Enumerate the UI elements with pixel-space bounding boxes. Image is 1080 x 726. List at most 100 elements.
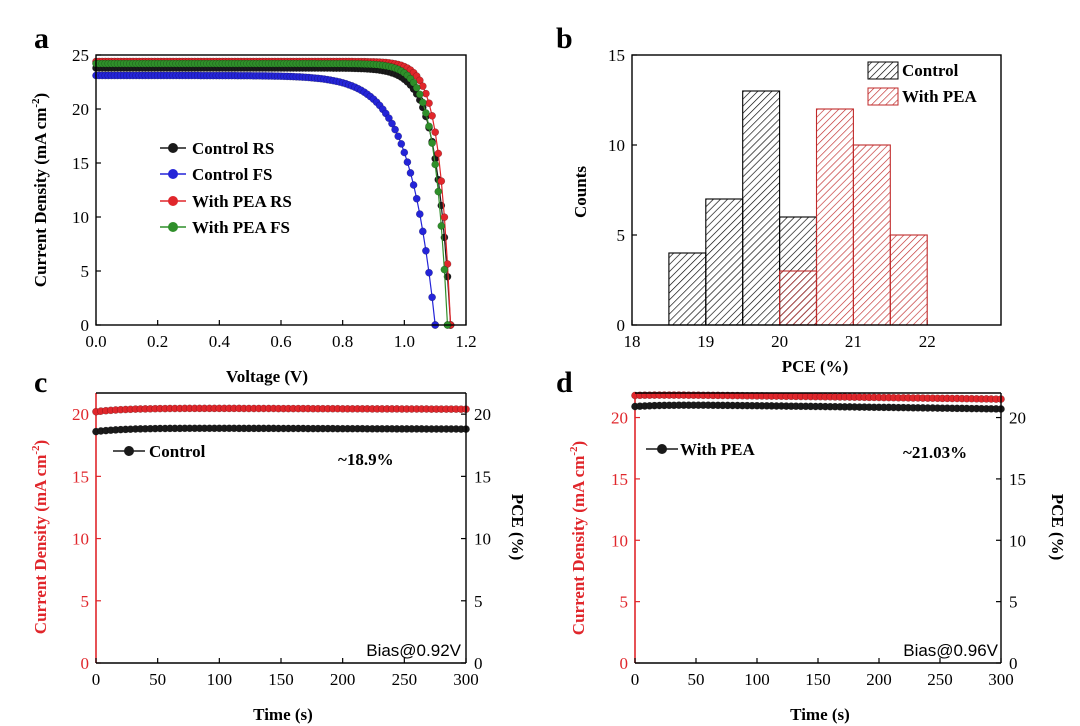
data-point [388,119,396,128]
left-y-tick-label: 5 [81,592,90,611]
data-point [428,293,436,302]
x-tick-label: 100 [207,670,233,689]
legend-swatch-control [867,61,899,80]
legend-label-control: Control [149,442,206,461]
right-y-tick-label: 20 [1009,409,1026,428]
y-tick-label: 0 [617,316,626,335]
x-tick-label: 1.0 [394,332,415,351]
x-tick-label: 50 [149,670,166,689]
right-y-tick-label: 15 [474,467,491,486]
left-y-tick-label: 15 [611,470,628,489]
panel-d-x-axis-title: Time (s) [790,705,850,724]
right-y-tick-label: 10 [474,530,491,549]
data-point [425,268,433,277]
x-tick-label: 250 [392,670,418,689]
panel-b-letter: b [556,22,573,55]
y-tick-label: 0 [81,316,90,335]
histogram-bar [852,144,891,326]
x-tick-label: 50 [688,670,705,689]
x-tick-label: 19 [697,332,714,351]
legend-marker-dot [168,222,178,232]
y-tick-label: 25 [72,46,89,65]
panel-a: a 0.0 0.2 0.4 0.6 0.8 1.0 1.2 0 5 10 15 20 25 Voltag… [30,22,477,386]
panel-c-pce-annotation: ~18.9% [338,450,394,469]
left-y-tick-label: 15 [72,467,89,486]
panel-a-y-title-sup: -2 [30,98,42,108]
panel-a-y-axis-title: Current Density (mA cm-2) [30,93,50,287]
data-point [425,122,433,131]
panel-d-letter: d [556,366,573,399]
x-tick-label: 20 [771,332,788,351]
data-point [440,213,449,222]
legend-marker-dot [168,196,178,206]
panel-d-left-title-sup: -2 [568,446,580,456]
data-point [403,158,412,166]
left-y-tick-label: 0 [81,654,90,673]
legend-entry-pea-fs: With PEA FS [160,218,290,237]
panel-c-right-y-axis-title: PCE (%) [508,494,527,561]
data-point [422,109,430,117]
panel-a-legend: Control RS Control FS With PEA RS With P… [160,139,292,237]
plot-frame [95,54,467,326]
y-tick-label: 15 [72,154,89,173]
x-tick-label: 0.8 [332,332,353,351]
data-point [400,148,409,157]
x-tick-label: 200 [330,670,356,689]
legend-swatch-with-pea [867,87,899,106]
series-pce [92,424,470,436]
panel-d-bias-label: Bias@0.96V [903,641,998,660]
y-tick-label: 5 [81,262,90,281]
data-point [394,132,403,141]
right-y-tick-label: 20 [474,405,491,424]
histogram-bar [889,234,928,326]
x-tick-label: 22 [919,332,936,351]
data-point [434,149,443,158]
data-point [418,227,427,236]
data-point [428,111,436,120]
legend-label: With PEA FS [192,218,290,237]
x-tick-label: 1.2 [455,332,476,351]
panel-d-left-title-end: ) [569,441,588,447]
panel-b: b 18 19 20 21 22 0 5 10 15 PCE (%) Counts Contro… [556,22,1002,376]
legend-label: Control RS [192,139,274,158]
x-tick-label: 18 [624,332,641,351]
data-point [440,265,449,274]
panel-d-right-y-axis-title: PCE (%) [1048,494,1067,561]
right-y-tick-label: 15 [1009,470,1026,489]
panel-c-x-axis-title: Time (s) [253,705,313,724]
y-tick-label: 10 [608,136,625,155]
y-tick-label: 15 [608,46,625,65]
legend-marker-dot [657,444,667,454]
panel-b-legend: Control With PEA [867,61,978,106]
left-y-tick-label: 20 [72,405,89,424]
data-point [397,140,406,148]
left-y-tick-label: 5 [620,593,629,612]
data-point [409,181,418,189]
legend-marker-dot [168,169,178,179]
panel-a-y-title-main: Current Density (mA cm [31,108,50,288]
panel-a-plot: 0.0 0.2 0.4 0.6 0.8 1.0 1.2 0 5 10 15 20 25 [72,46,477,351]
data-point [428,139,436,147]
panel-d-left-y-axis-title: Current Density (mA cm-2) [568,441,588,635]
series-pce [631,401,1005,413]
panel-b-x-axis-title: PCE (%) [782,357,849,376]
x-tick-label: 0.4 [209,332,231,351]
right-y-tick-label: 10 [1009,531,1026,550]
panel-b-y-axis-title: Counts [571,166,590,218]
right-y-tick-label: 0 [1009,654,1018,673]
left-y-tick-label: 10 [611,531,628,550]
series-with-pea-fs [92,59,452,329]
x-tick-label: 21 [845,332,862,351]
panel-c-left-y-axis-title: Current Density (mA cm-2) [30,440,50,634]
legend-label-control: Control [902,61,959,80]
legend-label: With PEA RS [192,192,292,211]
x-tick-label: 0.2 [147,332,168,351]
x-tick-label: 300 [988,670,1014,689]
histogram-bar [779,270,818,326]
panel-c-left-title-sup: -2 [30,445,42,455]
x-tick-label: 0 [631,670,640,689]
y-tick-label: 5 [617,226,626,245]
